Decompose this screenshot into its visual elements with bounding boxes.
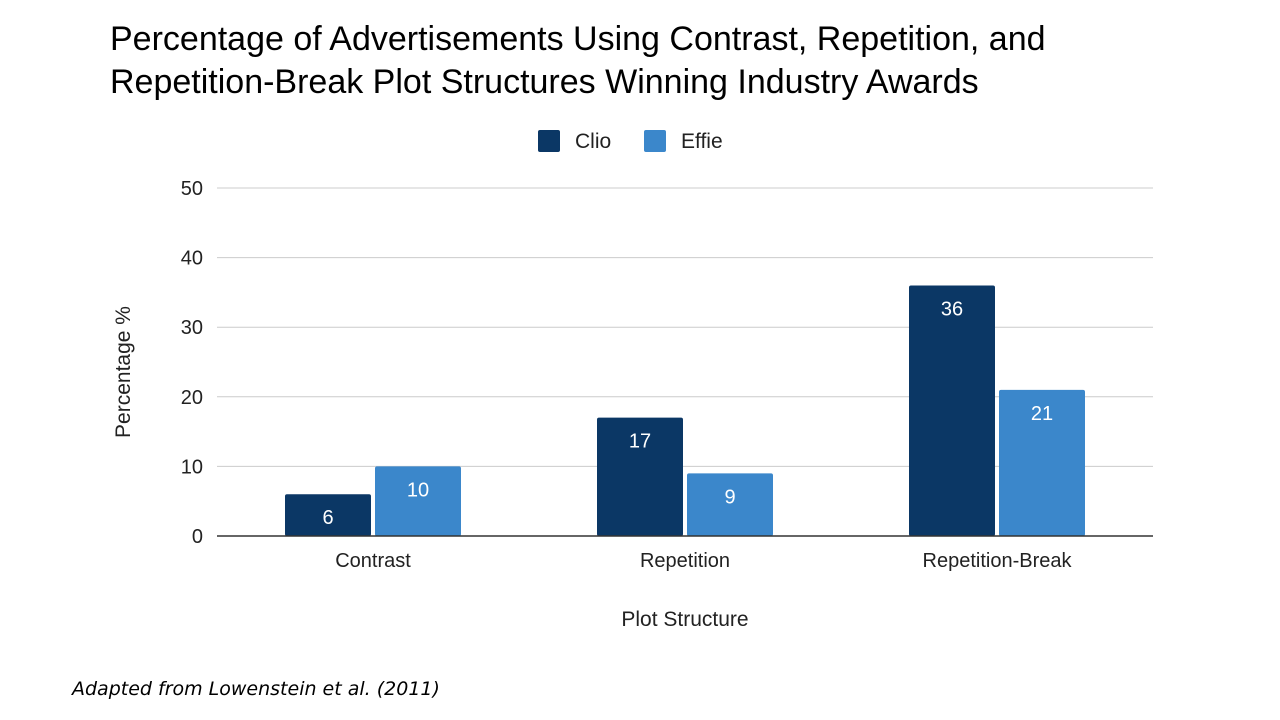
y-tick-label: 20 (181, 387, 203, 409)
x-tick-label: Contrast (335, 550, 411, 572)
data-label: 9 (724, 486, 735, 508)
chart-title: Percentage of Advertisements Using Contr… (110, 18, 1210, 104)
legend-swatch-effie (644, 130, 666, 152)
y-tick-label: 0 (192, 526, 203, 548)
citation: Adapted from Lowenstein et al. (2011) (72, 678, 440, 700)
bar-clio-contrast (285, 494, 371, 536)
chart-title-line-2: Repetition-Break Plot Structures Winning… (110, 63, 979, 101)
legend-swatch-clio (538, 130, 560, 152)
x-axis-title: Plot Structure (621, 608, 748, 631)
y-tick-label: 50 (181, 178, 203, 200)
y-tick-label: 10 (181, 456, 203, 478)
data-label: 6 (322, 507, 333, 529)
bar-clio-repetition-break (909, 285, 995, 536)
chart-title-line-1: Percentage of Advertisements Using Contr… (110, 20, 1046, 58)
data-label: 10 (407, 479, 429, 501)
data-label: 36 (941, 298, 963, 320)
y-tick-label: 30 (181, 317, 203, 339)
legend-label-clio: Clio (575, 130, 611, 153)
bar-clio-repetition (597, 417, 683, 536)
legend-label-effie: Effie (681, 130, 723, 153)
bar-effie-repetition (687, 473, 773, 536)
y-tick-label: 40 (181, 248, 203, 270)
bar-effie-contrast (375, 466, 461, 536)
bar-effie-repetition-break (999, 389, 1085, 536)
x-tick-label: Repetition (640, 550, 730, 572)
y-axis-title: Percentage % (112, 306, 135, 438)
data-label: 21 (1031, 403, 1053, 425)
x-tick-label: Repetition-Break (923, 550, 1073, 572)
data-label: 17 (629, 431, 651, 453)
